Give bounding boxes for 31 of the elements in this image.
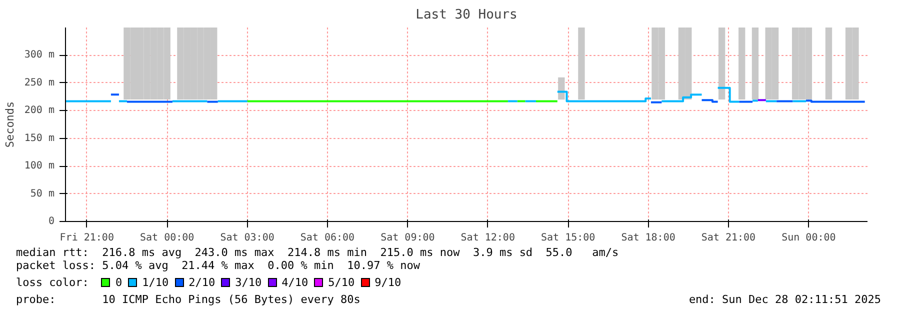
y-tick-label: 0: [48, 216, 55, 227]
legend-label: 3/10: [235, 276, 262, 290]
y-tick-label: 50 m: [30, 188, 55, 200]
y-tick-label: 300 m: [24, 50, 55, 61]
legend-label: 9/10: [374, 276, 402, 290]
x-tick-label: Sat 09:00: [380, 232, 435, 244]
legend-label: 2/10: [188, 276, 216, 290]
text: end: Sun Dec 28 02:11:51 2025: [688, 293, 881, 306]
legend-label: 0: [115, 276, 122, 290]
legend-label: 4/10: [282, 276, 308, 290]
x-tick-label: Sat 15:00: [540, 232, 596, 244]
chart-title: Last 30 Hours: [416, 8, 518, 22]
x-tick-label: Sat 12:00: [460, 232, 515, 244]
x-tick-label: Fri 21:00: [60, 232, 114, 244]
legend-title: loss color:: [16, 276, 89, 290]
legend-label: 5/10: [328, 276, 355, 290]
text: probe: 10 ICMP Echo Pings (56 Bytes) every 80s: [16, 293, 360, 306]
y-axis-title: Seconds: [3, 101, 16, 148]
x-tick-label: Sat 06:00: [300, 232, 355, 244]
text: packet loss: 5.04 % avg 21.44 % max 0.00 % min 10.97 % now: [16, 259, 420, 272]
y-tick-label: 100 m: [24, 160, 55, 172]
y-tick-label: 200 m: [24, 105, 55, 116]
x-tick-label: Sat 21:00: [701, 232, 756, 244]
x-tick-label: Sat 00:00: [140, 232, 194, 244]
x-tick-label: Sat 03:00: [220, 232, 274, 244]
x-tick-label: Sat 18:00: [621, 232, 676, 244]
x-tick-label: Sun 00:00: [782, 232, 836, 244]
text: median rtt: 216.8 ms avg 243.0 ms max 214.8 ms min 215.0 ms now 3.9 ms sd 55.0 am/s: [16, 246, 619, 259]
legend-label: 1/10: [142, 276, 169, 290]
y-tick-label: 250 m: [24, 77, 55, 88]
y-tick-label: 150 m: [24, 132, 55, 144]
